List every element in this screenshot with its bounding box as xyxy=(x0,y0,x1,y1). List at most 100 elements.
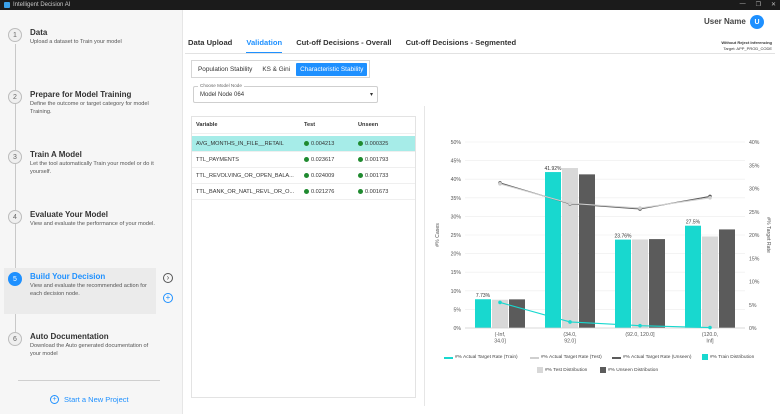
chart-svg: 0% 5% 10% 15% 20% 25% 30% 35% 40% 45% 50% 0% 5% 10% 15… xyxy=(435,140,771,345)
target-rate-point-0-1 xyxy=(568,320,572,324)
tab-cutoff-segmented[interactable]: Cut-off Decisions - Segmented xyxy=(405,38,517,47)
maximize-button[interactable]: ❐ xyxy=(755,2,761,8)
model-node-select[interactable]: Choose Model Node Model Node 064 ▾ xyxy=(193,83,378,103)
row-test: 0.021276 xyxy=(304,189,334,195)
characteristic-stability-chart: 0% 5% 10% 15% 20% 25% 30% 35% 40% 45% 50% 0% 5% 10% 15… xyxy=(424,106,775,406)
table-row[interactable]: TTL_PAYMENTS 0.023617 0.001793 xyxy=(192,152,415,168)
target-rate-point-1-3 xyxy=(708,196,712,200)
test-value: 0.024009 xyxy=(311,172,335,179)
y-tick-label: 40% xyxy=(451,177,462,183)
step-description: View and evaluate the recommended action… xyxy=(30,283,147,297)
legend-item[interactable]: #% Train Distribution xyxy=(702,354,754,360)
x-tick-label: (92.0, 120.0] xyxy=(625,332,655,338)
bar-0-0 xyxy=(475,299,491,328)
table-row[interactable]: TTL_REVOLVING_OR_OPEN_BALA... 0.024009 0… xyxy=(192,168,415,184)
legend-item[interactable]: #% Test Distribution xyxy=(537,367,587,373)
y2-tick-label: 40% xyxy=(749,140,760,146)
y-axis-title: #% Cases xyxy=(435,223,441,247)
legend-item[interactable]: #% Actual Target Rate (Unseen) xyxy=(612,355,691,360)
step-number: 2 xyxy=(8,90,22,104)
tab-validation[interactable]: Validation xyxy=(246,38,283,54)
minimize-button[interactable]: — xyxy=(739,1,746,7)
y-tick-label: 5% xyxy=(454,307,462,313)
target-rate-line-2 xyxy=(499,182,711,210)
y2-tick-label: 25% xyxy=(749,210,760,216)
test-value: 0.021276 xyxy=(311,188,335,195)
legend-item[interactable]: #% Actual Target Rate (Train) xyxy=(444,355,518,360)
row-unseen: 0.000325 xyxy=(358,141,388,147)
legend-item[interactable]: #% Actual Target Rate (Test) xyxy=(530,355,602,360)
step-connector-line xyxy=(15,44,16,344)
legend-line-swatch xyxy=(612,356,621,359)
target-rate-point-1-1 xyxy=(568,201,572,206)
unseen-value: 0.001733 xyxy=(365,172,389,179)
legend-label: #% Unseen Distribution xyxy=(608,367,659,373)
title-bar: Intelligent Decision AI — ❐ ✕ xyxy=(0,0,780,10)
step-down-arrow-icon[interactable]: + xyxy=(163,293,173,303)
y2-tick-label: 20% xyxy=(749,233,760,239)
status-dot-icon xyxy=(304,189,309,194)
row-variable: TTL_PAYMENTS xyxy=(196,156,239,163)
y2-tick-label: 10% xyxy=(749,280,760,286)
sidebar-divider xyxy=(18,380,160,381)
data-label: 41.92% xyxy=(545,166,563,172)
y-tick-label: 15% xyxy=(451,270,462,276)
main-tabs: Data Upload Validation Cut-off Decisions… xyxy=(188,38,516,54)
table-row[interactable]: TTL_BANK_OR_NATL_REVL_OR_O... 0.021276 0… xyxy=(192,184,415,200)
bar-2-1 xyxy=(579,174,595,328)
subtab-population-stability[interactable]: Population Stability xyxy=(198,65,253,73)
step-description: Upload a dataset to Train your model xyxy=(30,39,122,45)
status-dot-icon xyxy=(304,157,309,162)
test-value: 0.023617 xyxy=(311,156,335,163)
avatar[interactable]: U xyxy=(750,15,764,29)
y2-tick-label: 0% xyxy=(749,326,757,332)
step-number: 4 xyxy=(8,210,22,224)
step-title: Auto Documentation xyxy=(30,332,109,341)
tab-cutoff-overall[interactable]: Cut-off Decisions - Overall xyxy=(296,38,392,47)
legend-line-swatch xyxy=(530,356,539,359)
table-row[interactable]: AVG_MONTHS_IN_FILE__RETAIL 0.004213 0.00… xyxy=(192,136,415,152)
y-tick-label: 30% xyxy=(451,214,462,220)
window-controls: — ❐ ✕ xyxy=(740,1,776,8)
close-button[interactable]: ✕ xyxy=(770,2,776,8)
legend-label: #% Train Distribution xyxy=(710,354,755,360)
bar-2-3 xyxy=(719,229,735,328)
y2-tick-label: 15% xyxy=(749,256,760,262)
unseen-value: 0.000325 xyxy=(365,140,389,147)
x-tick-label: (-Inf, xyxy=(495,332,506,338)
y-tick-label: 45% xyxy=(451,159,462,165)
step-number: 5 xyxy=(8,272,22,286)
row-test: 0.024009 xyxy=(304,173,334,179)
x-tick-label: Inf] xyxy=(706,339,714,345)
row-variable: TTL_BANK_OR_NATL_REVL_OR_O... xyxy=(196,188,295,195)
subtab-ks-gini[interactable]: KS & Gini xyxy=(262,65,291,73)
y-tick-label: 25% xyxy=(451,233,462,239)
row-test: 0.023617 xyxy=(304,157,334,163)
step-title: Data xyxy=(30,28,48,37)
legend-label: #% Actual Target Rate (Test) xyxy=(541,355,602,360)
app-title: Intelligent Decision AI xyxy=(13,2,71,8)
bar-0-2 xyxy=(615,239,631,328)
status-dot-icon xyxy=(304,173,309,178)
tab-data-upload[interactable]: Data Upload xyxy=(188,38,233,47)
legend-label: #% Actual Target Rate (Unseen) xyxy=(623,355,692,360)
table-header: Variable Test Unseen xyxy=(192,117,415,134)
target-rate-point-0-3 xyxy=(708,325,712,330)
step-title: Train A Model xyxy=(30,150,82,159)
legend-box-swatch xyxy=(702,354,708,360)
x-tick-label: 92.0] xyxy=(564,339,576,345)
user-name[interactable]: User Name xyxy=(704,17,746,26)
step-up-arrow-icon[interactable]: › xyxy=(163,273,173,283)
y2-tick-label: 5% xyxy=(749,303,757,309)
subtab-characteristic-stability[interactable]: Characteristic Stability xyxy=(296,62,368,76)
data-label: 23.76% xyxy=(615,234,633,240)
new-project-button[interactable]: + Start a New Project xyxy=(50,395,129,404)
row-test: 0.004213 xyxy=(304,141,334,147)
y-tick-label: 35% xyxy=(451,196,462,202)
status-dot-icon xyxy=(358,157,363,162)
legend-item[interactable]: #% Unseen Distribution xyxy=(600,367,658,373)
step-number: 3 xyxy=(8,150,22,164)
y-tick-label: 50% xyxy=(451,140,462,146)
status-dot-icon xyxy=(358,189,363,194)
step-description: Let the tool automatically Train your mo… xyxy=(30,161,154,175)
